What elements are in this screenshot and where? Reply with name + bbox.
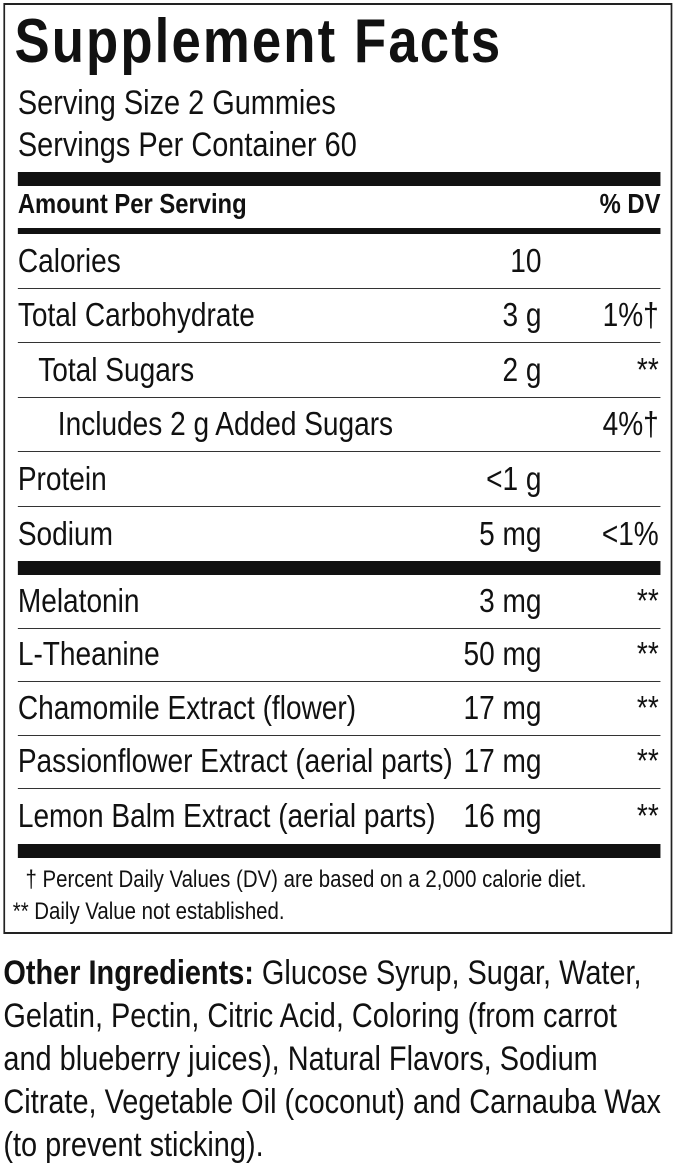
table-row: Calories 10 bbox=[17, 234, 661, 289]
nutrient-name: Total Sugars bbox=[38, 350, 195, 388]
nutrient-dv: 1%† bbox=[602, 296, 659, 333]
table-row: Melatonin 3 mg ** bbox=[17, 575, 661, 629]
thick-divider bbox=[17, 844, 661, 858]
footnote-not-established: ** Daily Value not established. bbox=[12, 898, 285, 925]
nutrient-dv: ** bbox=[636, 581, 659, 619]
panel-title: Supplement Facts bbox=[14, 7, 503, 76]
nutrient-name: Includes 2 g Added Sugars bbox=[57, 405, 394, 442]
thick-divider bbox=[17, 561, 661, 575]
nutrient-name: Passionflower Extract (aerial parts) bbox=[17, 742, 453, 779]
nutrient-amount: 50 mg bbox=[463, 635, 542, 672]
other-ingredients-label: Other Ingredients: bbox=[3, 954, 254, 992]
servings-per-container: Servings Per Container 60 bbox=[17, 126, 357, 164]
table-row: Includes 2 g Added Sugars 4%† bbox=[17, 398, 661, 452]
nutrient-dv: ** bbox=[636, 688, 659, 726]
nutrient-amount: 3 mg bbox=[479, 581, 542, 619]
divider bbox=[17, 228, 661, 234]
nutrient-name: Total Carbohydrate bbox=[17, 296, 255, 333]
nutrient-amount: 2 g bbox=[502, 350, 542, 388]
nutrient-dv: <1% bbox=[601, 515, 659, 552]
nutrient-dv: 4%† bbox=[602, 405, 659, 442]
nutrient-amount: 5 mg bbox=[479, 515, 542, 552]
thick-divider bbox=[17, 172, 661, 186]
nutrient-amount: 16 mg bbox=[463, 796, 542, 834]
nutrient-amount: 10 bbox=[510, 241, 542, 279]
amount-header: Amount Per Serving bbox=[17, 188, 247, 219]
nutrient-name: L-Theanine bbox=[17, 635, 160, 672]
table-row: Total Sugars 2 g ** bbox=[17, 343, 661, 398]
other-ingredients: Other Ingredients: Glucose Syrup, Sugar,… bbox=[3, 952, 666, 1167]
nutrient-name: Chamomile Extract (flower) bbox=[17, 688, 357, 726]
nutrient-amount: 3 g bbox=[502, 296, 542, 333]
other-ingredients-text: Glucose Syrup, Sugar, Water, Gelatin, Pe… bbox=[3, 954, 661, 1164]
nutrient-name: Sodium bbox=[17, 515, 113, 552]
table-header: Amount Per Serving % DV bbox=[18, 188, 661, 220]
table-row: L-Theanine 50 mg ** bbox=[17, 629, 661, 682]
footnote-dv: † Percent Daily Values (DV) are based on… bbox=[25, 866, 587, 893]
table-row: Total Carbohydrate 3 g 1%† bbox=[17, 289, 661, 343]
nutrient-amount: 17 mg bbox=[463, 688, 542, 726]
nutrient-name: Protein bbox=[17, 459, 107, 497]
nutrient-dv: ** bbox=[636, 796, 659, 834]
table-row: Protein <1 g bbox=[17, 452, 661, 507]
table-row: Passionflower Extract (aerial parts) 17 m… bbox=[17, 736, 661, 789]
nutrient-dv: ** bbox=[636, 635, 659, 672]
supplement-facts-panel bbox=[3, 3, 673, 934]
serving-size: Serving Size 2 Gummies bbox=[17, 84, 336, 122]
nutrient-dv: ** bbox=[636, 350, 659, 388]
nutrient-dv: ** bbox=[636, 742, 659, 779]
nutrient-name: Melatonin bbox=[17, 581, 140, 619]
table-row: Sodium 5 mg <1% bbox=[18, 507, 661, 562]
table-row: Lemon Balm Extract (aerial parts) 16 mg ** bbox=[18, 789, 661, 843]
nutrient-amount: <1 g bbox=[486, 459, 542, 497]
nutrient-amount: 17 mg bbox=[463, 742, 542, 779]
table-row: Chamomile Extract (flower) 17 mg ** bbox=[17, 682, 661, 736]
nutrient-name: Lemon Balm Extract (aerial parts) bbox=[17, 796, 436, 834]
nutrient-name: Calories bbox=[17, 241, 121, 279]
dv-header: % DV bbox=[599, 188, 661, 219]
